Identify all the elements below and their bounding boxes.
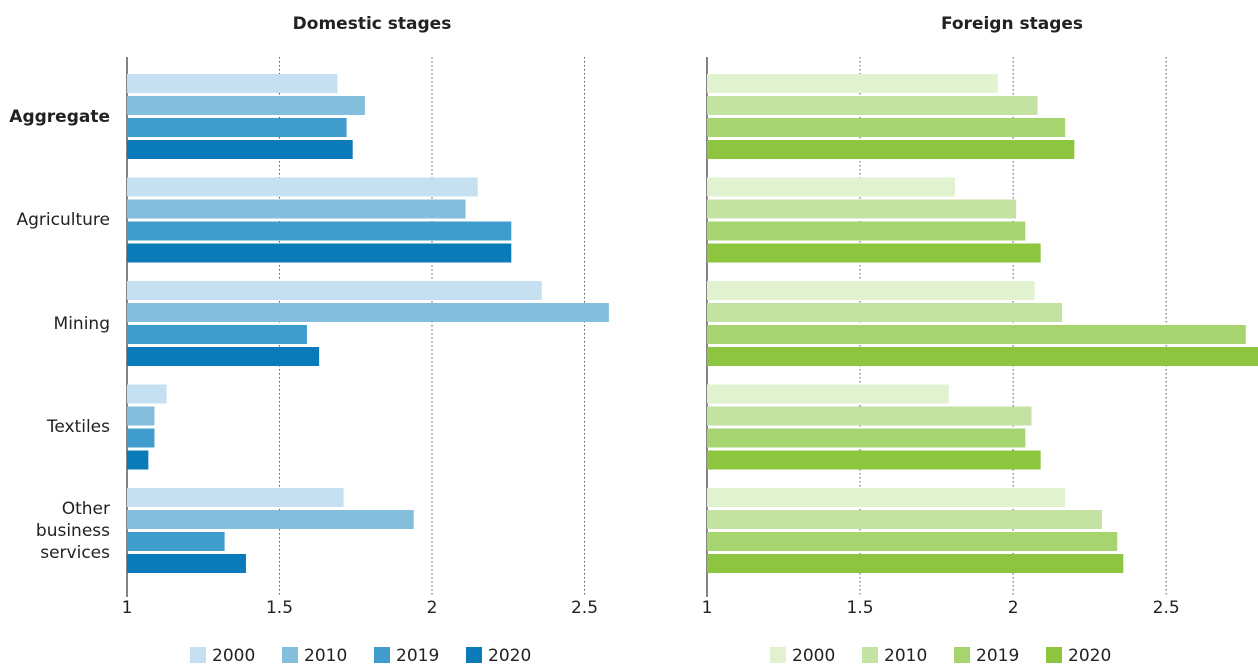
legend-label: 2020 [488,646,531,666]
x-tick-label: 2 [1008,598,1019,618]
bar [707,406,1032,426]
bar [707,325,1246,344]
bar [127,96,365,115]
category-label: Mining [53,313,110,334]
x-tick-label: 2.5 [1153,598,1180,618]
legend-label: 2010 [304,646,347,666]
bar [707,177,955,197]
legend-swatch [190,647,206,663]
bar [127,118,347,137]
bar [707,221,1026,241]
bar [127,177,478,197]
bar [707,74,998,93]
legend-swatch [374,647,390,663]
bar [707,510,1102,529]
bar [127,221,512,241]
bar [707,118,1066,137]
x-tick-label: 1 [702,598,713,618]
category-label: Aggregate [9,106,110,127]
bar [707,554,1124,573]
category-label: Other business services [35,498,110,563]
x-tick-label: 1.5 [847,598,874,618]
bar [127,74,338,93]
x-tick-label: 1.5 [266,598,293,618]
bar [127,554,246,573]
legend-swatch [954,647,970,663]
bar [707,450,1041,470]
bar [127,347,320,366]
legend-swatch [282,647,298,663]
bar [707,281,1035,300]
legend-swatch [466,647,482,663]
bar [127,488,344,507]
x-tick-label: 2.5 [571,598,598,618]
bar [127,303,609,322]
bar [127,243,512,263]
bar [707,347,1258,366]
category-label: Agriculture [16,210,111,230]
bar [127,281,542,300]
bar [127,510,414,529]
bar [127,325,307,344]
bar [127,140,353,159]
legend-swatch [770,647,786,663]
legend-label: 2019 [976,646,1019,666]
bar [127,532,225,551]
bar [707,199,1017,219]
bar [707,140,1075,159]
bar [707,428,1026,448]
bar [127,406,155,426]
bar [707,384,949,404]
bar [707,488,1066,507]
bar [127,428,155,448]
bar [127,450,149,470]
legend-label: 2020 [1068,646,1111,666]
category-label: Textiles [46,417,110,437]
legend-label: 2010 [884,646,927,666]
bar [707,303,1063,322]
legend-label: 2019 [396,646,439,666]
bar [127,384,167,404]
chart-title: Domestic stages [293,14,452,34]
bar [127,199,466,219]
bar [707,532,1118,551]
legend-label: 2000 [212,646,255,666]
legend-label: 2000 [792,646,835,666]
x-tick-label: 1 [122,598,133,618]
legend-swatch [1046,647,1062,663]
bar [707,243,1041,263]
chart-title: Foreign stages [941,14,1083,34]
x-tick-label: 2 [427,598,438,618]
legend-swatch [862,647,878,663]
bar [707,96,1038,115]
